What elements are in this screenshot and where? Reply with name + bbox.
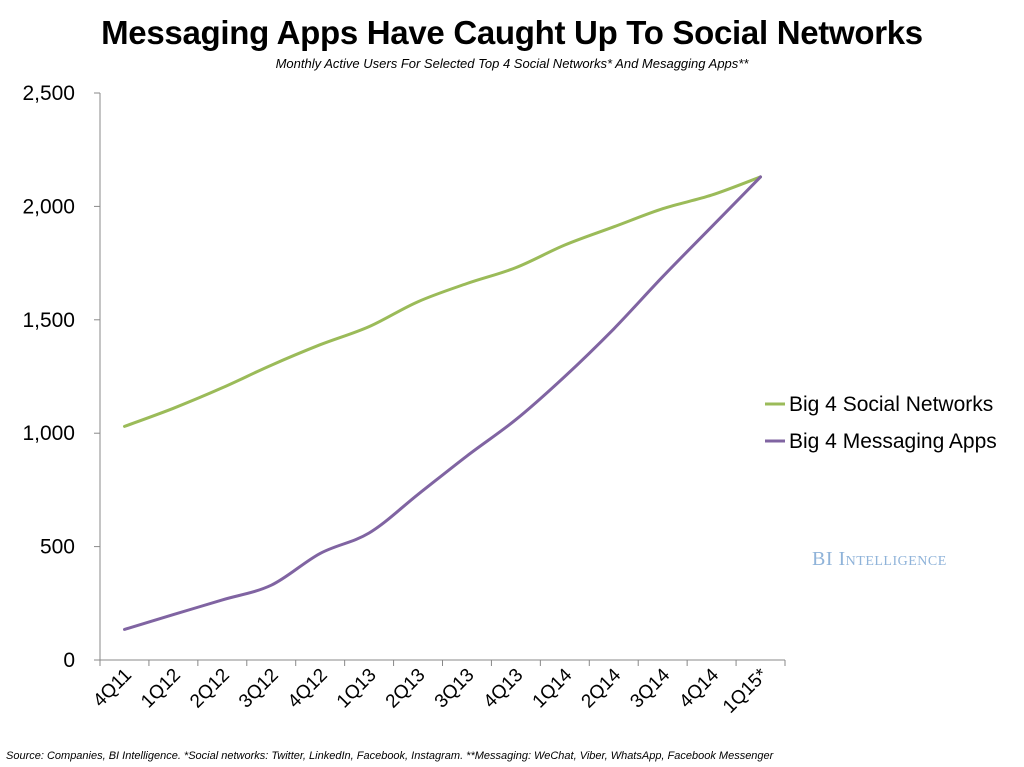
x-tick-label: 1Q12 [137, 665, 185, 713]
chart-axes [99, 93, 785, 661]
x-tick-label: 2Q13 [382, 665, 430, 713]
y-tick-label: 1,500 [22, 309, 75, 332]
x-tick-label: 4Q13 [480, 665, 528, 713]
x-tick-label: 2Q14 [578, 664, 626, 712]
chart-series [123, 175, 762, 631]
y-axis-ticks: 0 500 1,000 1,500 2,000 2,500 [22, 82, 100, 672]
chart-subtitle: Monthly Active Users For Selected Top 4 … [275, 56, 749, 71]
series-line-messaging-apps [123, 175, 762, 631]
x-tick-label: 3Q13 [431, 665, 479, 713]
x-tick-label: 2Q12 [186, 665, 234, 713]
x-tick-label: 1Q14 [529, 664, 577, 712]
x-tick-label: 4Q14 [675, 664, 723, 712]
y-tick-label: 2,500 [22, 82, 75, 105]
x-axis-ticks: 4Q11 1Q12 2Q12 3Q12 4Q12 1Q13 2Q13 3Q13 4Q13 1Q14… [89, 660, 786, 718]
brand-name: Intelligence [838, 548, 947, 570]
brand-prefix: BI [812, 548, 833, 570]
y-tick-label: 0 [63, 649, 75, 672]
x-tick-label: 3Q14 [626, 664, 674, 712]
legend-label: Big 4 Messaging Apps [789, 430, 997, 453]
brand-logo: BI Intelligence [812, 548, 947, 571]
chart-legend: Big 4 Social Networks Big 4 Messaging App… [765, 393, 997, 453]
x-tick-label: 4Q11 [89, 665, 136, 712]
x-tick-label: 3Q12 [235, 665, 283, 713]
y-tick-label: 1,000 [22, 422, 75, 445]
x-tick-label: 1Q13 [333, 665, 381, 713]
legend-label: Big 4 Social Networks [789, 393, 993, 416]
chart-title: Messaging Apps Have Caught Up To Social … [101, 14, 923, 51]
y-tick-label: 2,000 [22, 195, 75, 218]
x-tick-label: 1Q15* [719, 664, 772, 717]
source-note: Source: Companies, BI Intelligence. *Soc… [6, 750, 774, 762]
series-line-social-networks [123, 175, 762, 428]
y-tick-label: 500 [40, 536, 75, 559]
x-tick-label: 4Q12 [284, 665, 332, 713]
